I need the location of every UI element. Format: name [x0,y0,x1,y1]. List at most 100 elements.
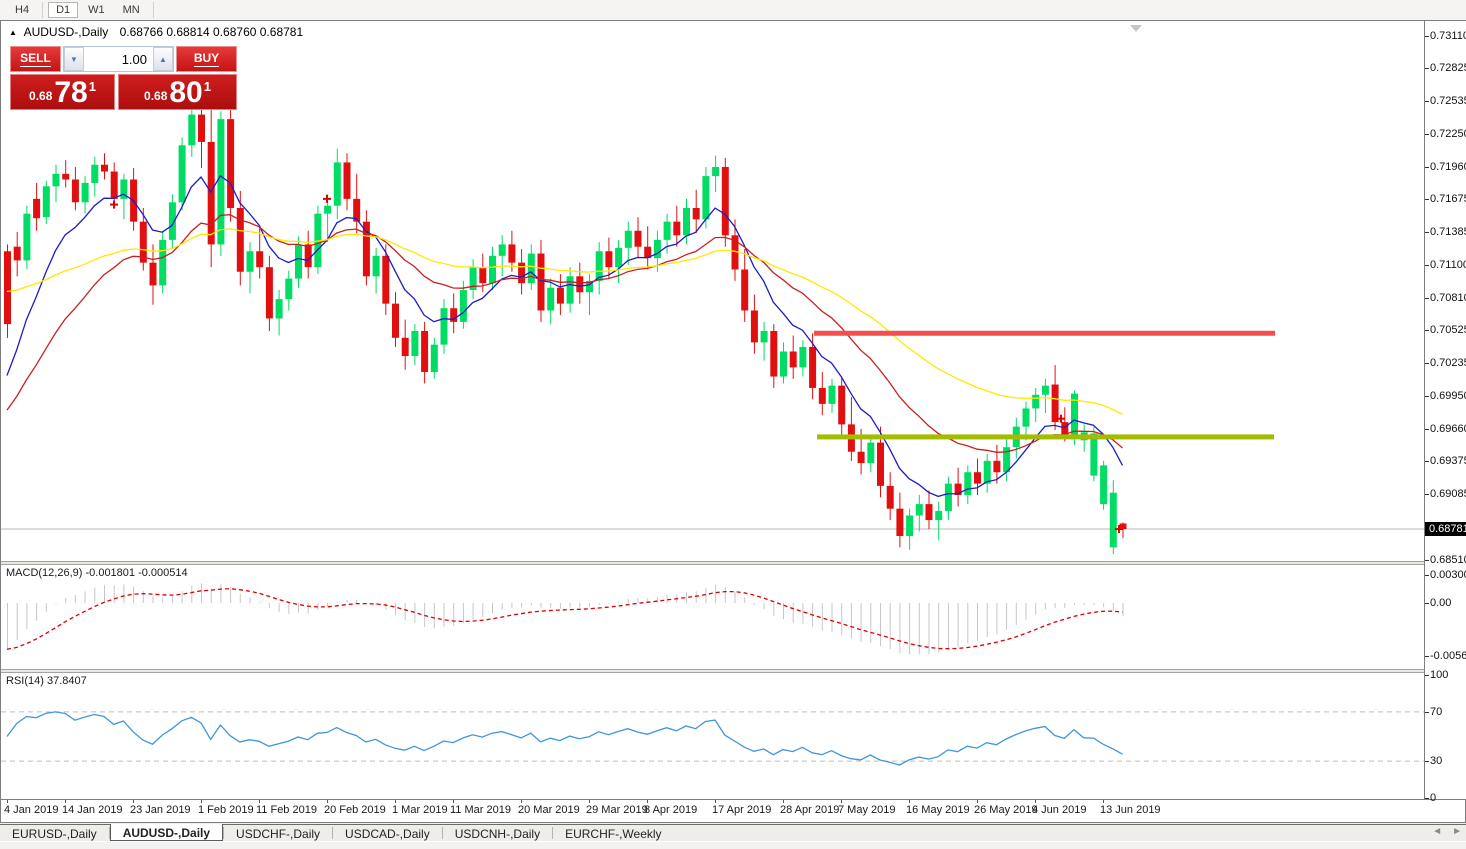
tab-scroll-left-icon[interactable]: ◄ [1432,826,1443,837]
sell-button[interactable]: SELL [10,46,61,72]
buy-button[interactable]: BUY [176,46,237,72]
chart-tab-eurchf-weekly[interactable]: EURCHF-,Weekly [565,826,662,841]
axis-tick [1425,232,1429,233]
chart-tabs: EURUSD-,Daily AUDUSD-,Daily USDCHF-,Daily U… [0,824,674,841]
axis-tick [1425,134,1429,135]
axis-tick [1425,429,1429,430]
time-axis-label: 14 Jan 2019 [62,804,123,816]
pane-splitter-macd[interactable] [1,561,1465,565]
time-axis-tick [65,800,66,803]
buy-price-display[interactable]: 0.68 80 1 [118,74,237,110]
axis-tick [1425,363,1429,364]
time-axis-label: 23 Jan 2019 [130,804,191,816]
chart-tab-usdchf-daily[interactable]: USDCHF-,Daily [236,826,321,841]
axis-tick [1425,494,1429,495]
time-axis-tick [259,800,260,803]
time-axis-tick [521,800,522,803]
time-axis-label: 8 Apr 2019 [644,804,698,816]
price-axis-label: 0.72535 [1430,95,1466,107]
axis-tick [1425,711,1429,713]
timeframe-buttons: H4 D1 W1 MN [0,2,158,18]
time-axis-label: 29 Mar 2019 [586,804,648,816]
chart-window: ▲ AUDUSD-,Daily 0.68766 0.68814 0.68760 … [0,20,1466,823]
price-chart-pane[interactable] [1,21,1424,561]
collapse-triangle-icon[interactable]: ▲ [9,28,17,37]
tab-scroll-controls: ◄ ► [1432,826,1462,837]
axis-tick [1425,68,1429,69]
axis-tick [1425,36,1429,37]
axis-tick [1425,575,1429,576]
chart-tab-usdcad-daily[interactable]: USDCAD-,Daily [345,826,430,841]
timeframe-button-d1[interactable]: D1 [48,2,79,18]
chart-tab-eurusd-daily[interactable]: EURUSD-,Daily [12,826,97,841]
price-axis-label: 0.73110 [1430,30,1466,42]
axis-tick [1425,101,1429,102]
timeframe-button-w1[interactable]: W1 [88,4,105,16]
rsi-indicator-label: RSI(14) 37.8407 [6,675,87,687]
time-axis-label: 26 May 2019 [974,804,1038,816]
chart-tab-usdcnh-daily[interactable]: USDCNH-,Daily [454,826,541,841]
one-click-trade-panel: SELL ▼ ▲ BUY 0.68 78 1 0.68 80 1 [10,46,237,110]
time-axis-label: 13 Jun 2019 [1100,804,1161,816]
time-axis-tick [589,800,590,803]
chart-tab-audusd-daily[interactable]: AUDUSD-,Daily [109,824,224,841]
volume-increase-button[interactable]: ▲ [153,47,173,71]
price-axis-label: 0.69950 [1430,390,1466,402]
rsi-axis-label: 100 [1430,669,1449,681]
chart-title: ▲ AUDUSD-,Daily 0.68766 0.68814 0.68760 … [9,25,303,39]
tab-scroll-right-icon[interactable]: ► [1452,826,1462,837]
price-axis-label: 0.72825 [1430,62,1466,74]
time-axis-tick [977,800,978,803]
price-axis-label: 0.69375 [1430,455,1466,467]
axis-tick [1425,396,1429,397]
tab-separator [223,827,225,839]
toolbar-separator [152,2,154,18]
price-axis-label: 0.70525 [1430,324,1466,336]
time-axis-tick [395,800,396,803]
volume-input[interactable] [84,47,153,71]
chart-symbol-label: AUDUSD-,Daily [23,25,109,39]
chart-tab-bar: EURUSD-,Daily AUDUSD-,Daily USDCHF-,Daily U… [0,824,1466,841]
chart-ohlc-quotes: 0.68766 0.68814 0.68760 0.68781 [119,25,304,39]
macd-axis-label: 0.00 [1430,597,1452,609]
time-axis-label: 20 Mar 2019 [518,804,580,816]
axis-tick [1425,461,1429,462]
axis-tick [1425,167,1429,168]
timeframe-toolbar: H4 D1 W1 MN [0,0,1466,21]
time-axis-tick [201,800,202,803]
rsi-indicator-pane[interactable] [1,673,1424,799]
macd-axis-label: 0.003003 [1430,569,1466,581]
axis-tick [1425,655,1429,657]
axis-tick [1425,199,1429,200]
time-axis-tick [715,800,716,803]
price-axis-label: 0.70235 [1430,357,1466,369]
volume-decrease-button[interactable]: ▼ [64,47,84,71]
time-axis[interactable]: 4 Jan 2019 14 Jan 2019 23 Jan 2019 1 Feb 20… [1,799,1465,822]
macd-indicator-pane[interactable] [1,565,1424,669]
macd-indicator-label: MACD(12,26,9) -0.001801 -0.000514 [6,567,188,579]
axis-tick [1425,298,1429,299]
axis-tick [1425,330,1429,331]
sell-price-display[interactable]: 0.68 78 1 [10,74,115,110]
axis-tick [1425,798,1429,799]
time-axis-label: 20 Feb 2019 [324,804,386,816]
time-axis-tick [133,800,134,803]
timeframe-button-mn[interactable]: MN [122,4,140,16]
axis-tick [1425,761,1429,763]
timeframe-button-h4[interactable]: H4 [15,4,30,16]
price-axis-label: 0.71385 [1430,226,1466,238]
volume-stepper: ▼ ▲ [63,46,174,72]
tab-separator [108,827,110,839]
time-axis-label: 11 Mar 2019 [450,804,511,816]
time-axis-label: 16 May 2019 [906,804,970,816]
time-axis-label: 1 Mar 2019 [392,804,448,816]
time-axis-tick [783,800,784,803]
pane-splitter-rsi[interactable] [1,669,1465,673]
chart-dropdown-caret-icon[interactable] [1130,25,1142,32]
price-axis-label: 0.69085 [1430,488,1466,500]
time-axis-label: 4 Jan 2019 [4,804,59,816]
status-strip [0,841,1466,849]
time-axis-tick [1103,800,1104,803]
price-axis[interactable]: 0.73110 0.72825 0.72535 0.72250 0.71960 0.716… [1424,21,1466,804]
time-axis-label: 17 Apr 2019 [712,804,772,816]
